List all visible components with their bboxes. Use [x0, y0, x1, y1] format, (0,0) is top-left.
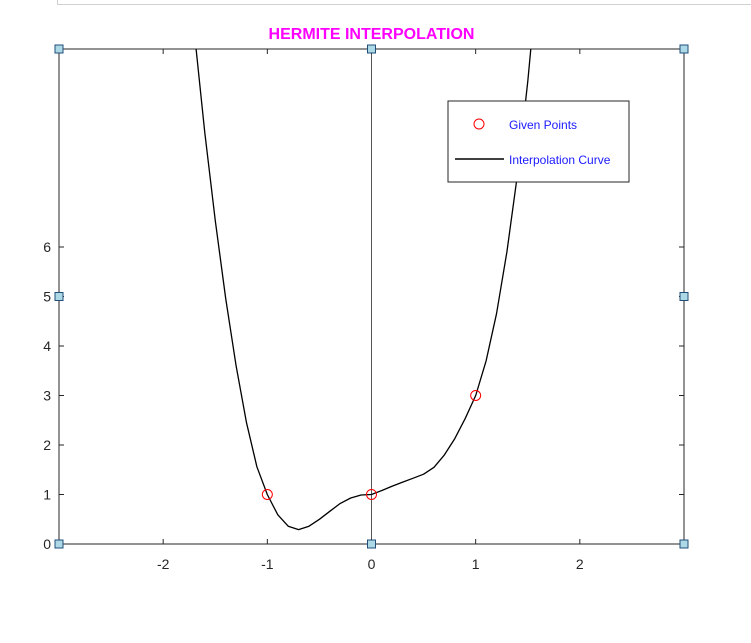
interpolation-curve-line: [195, 49, 532, 531]
given-point-marker: [470, 390, 482, 401]
curve-layer: [195, 49, 532, 531]
legend-box: [447, 100, 630, 183]
x-tick-label: 0: [368, 556, 376, 572]
resize-handle[interactable]: [679, 539, 689, 549]
x-tick-label: 1: [472, 556, 480, 572]
selection-handles[interactable]: [54, 44, 689, 549]
y-tick-label: 5: [43, 289, 51, 305]
given-point-marker: [366, 489, 377, 500]
resize-handle[interactable]: [367, 44, 376, 54]
legend[interactable]: Given Points Interpolation Curve: [447, 100, 630, 183]
legend-label-given-points: Given Points: [509, 118, 577, 132]
y-tick-label: 0: [43, 536, 51, 552]
x-tick-labels: -2 -1 0 1 2: [157, 556, 584, 572]
y-tick-label: 1: [43, 487, 51, 503]
resize-handle[interactable]: [679, 44, 689, 54]
legend-label-interpolation-curve: Interpolation Curve: [509, 153, 611, 167]
resize-handle[interactable]: [367, 539, 376, 549]
y-tick-labels: 0 1 2 3 4 5 6: [43, 239, 51, 552]
resize-handle[interactable]: [54, 539, 64, 549]
x-tick-label: 2: [576, 556, 584, 572]
y-tick-label: 2: [43, 437, 51, 453]
given-point-marker: [261, 489, 273, 500]
y-tick-label: 3: [43, 388, 51, 404]
y-tick-label: 6: [43, 239, 51, 255]
chart-title: HERMITE INTERPOLATION: [269, 26, 475, 43]
resize-handle[interactable]: [679, 292, 689, 301]
y-tick-label: 4: [43, 338, 51, 354]
resize-handle[interactable]: [54, 44, 64, 54]
x-tick-label: -1: [261, 556, 274, 572]
legend-circle-marker: [473, 118, 485, 130]
points-layer: [261, 390, 482, 500]
x-tick-label: -2: [157, 556, 170, 572]
figure-top-edge: [57, 0, 751, 5]
resize-handle[interactable]: [54, 292, 64, 301]
